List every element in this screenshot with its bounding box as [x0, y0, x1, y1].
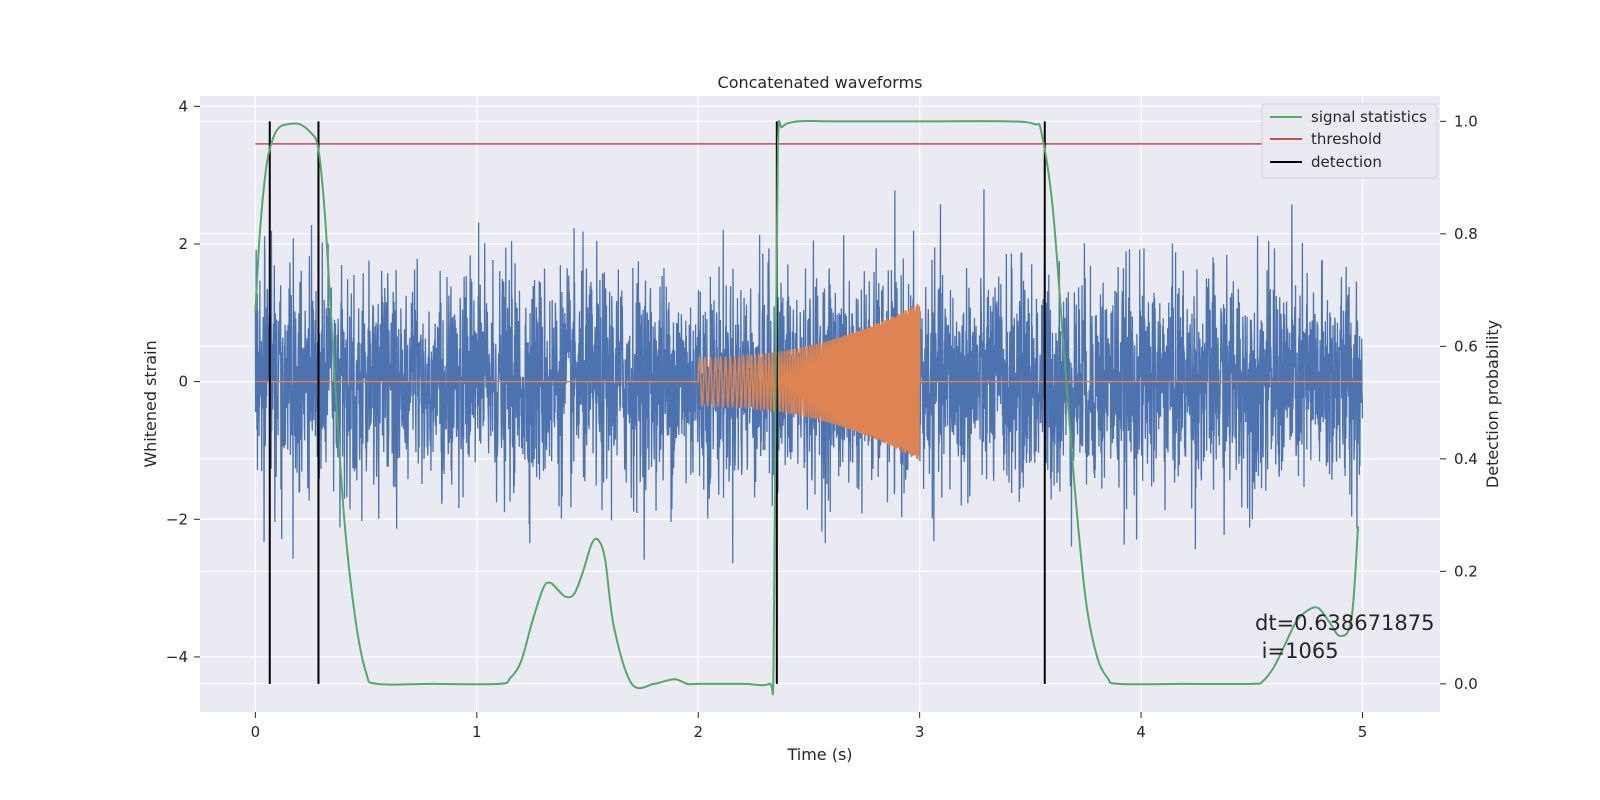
annotation-index: i=1065 [1255, 639, 1339, 663]
annotation-dt: dt=0.638671875 [1255, 611, 1434, 635]
y-tick-label: 2 [178, 235, 188, 253]
y-tick-label: −4 [166, 648, 188, 666]
y-axis-left: −4 −2 0 2 4 [166, 97, 200, 666]
y2-tick-label: 1.0 [1454, 112, 1478, 130]
x-tick-label: 2 [693, 723, 703, 741]
y2-tick-label: 0.2 [1454, 562, 1478, 580]
legend: signal statistics threshold detection [1261, 103, 1438, 179]
x-tick-label: 0 [251, 723, 261, 741]
x-tick-label: 3 [915, 723, 925, 741]
chart-title: Concatenated waveforms [718, 73, 923, 92]
y2-tick-label: 0.4 [1454, 450, 1478, 468]
x-axis-title: Time (s) [786, 745, 852, 764]
signal-statistics-series [254, 119, 1360, 696]
x-tick-label: 1 [472, 723, 482, 741]
injected-chirp-line [255, 303, 1363, 460]
legend-label-threshold: threshold [1311, 130, 1382, 148]
y-tick-label: 0 [178, 373, 188, 391]
legend-label-detection: detection [1311, 153, 1382, 171]
y-axis-right: 0.0 0.2 0.4 0.6 0.8 1.0 [1440, 112, 1478, 693]
x-axis: 0 1 2 3 4 5 [251, 712, 1368, 741]
y2-tick-label: 0.8 [1454, 225, 1478, 243]
legend-box [1261, 103, 1438, 179]
y-axis-title: Whitened strain [141, 340, 160, 467]
detection-series [268, 121, 1046, 684]
injected-chirp-series [255, 303, 1363, 460]
y-tick-label: −2 [166, 510, 188, 528]
x-tick-label: 4 [1136, 723, 1146, 741]
y-tick-label: 4 [178, 97, 188, 115]
x-tick-label: 5 [1358, 723, 1368, 741]
y2-tick-label: 0.6 [1454, 337, 1478, 355]
legend-label-signal-statistics: signal statistics [1311, 108, 1427, 126]
y2-tick-label: 0.0 [1454, 675, 1478, 693]
signal-statistics-line [254, 119, 1360, 696]
y2-axis-title: Detection probability [1483, 320, 1502, 488]
